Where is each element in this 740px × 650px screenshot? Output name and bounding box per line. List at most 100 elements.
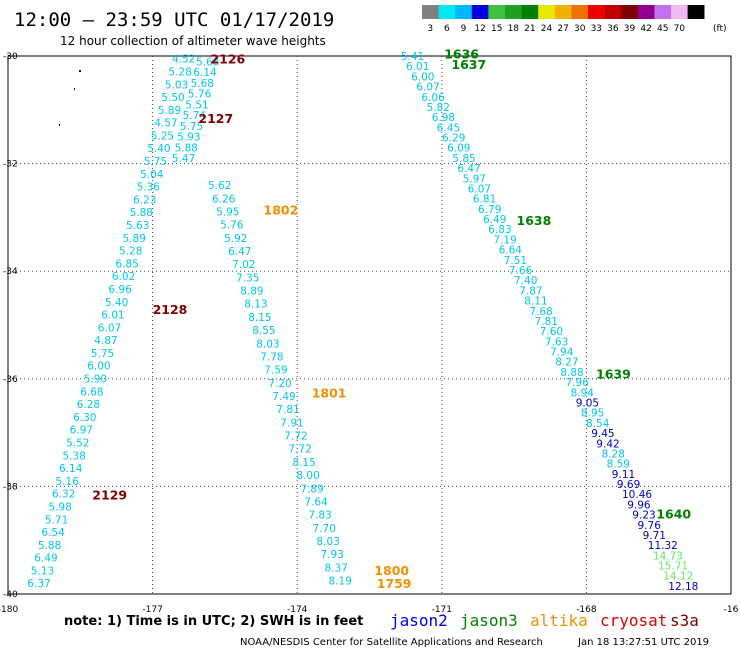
wave-height-value: 6.32: [52, 489, 75, 501]
wave-height-value: 7.89: [300, 483, 323, 495]
color-bin-label: 18: [508, 24, 520, 34]
wave-height-value: 6.02: [112, 271, 135, 283]
color-swatch: [422, 5, 439, 19]
longitude-tick-label: -168: [576, 605, 597, 615]
wave-height-value: 7.81: [276, 404, 299, 416]
wave-height-value: 5.89: [123, 233, 146, 245]
wave-height-value: 7.96: [566, 377, 590, 389]
color-scale-legend: 3 6 9 12 15 18 21 24 27 30 33 36 39 42 45 70 (ft): [422, 5, 727, 34]
wave-height-value: 8.54: [586, 418, 610, 430]
wave-height-value: 7.20: [268, 378, 291, 390]
wave-height-value: 8.27: [555, 357, 578, 369]
pass-time-label: 1800: [374, 563, 409, 578]
wave-height-value: 5.71: [45, 514, 68, 526]
wave-height-value: 5.74: [183, 110, 207, 122]
color-swatch: [538, 5, 556, 19]
wave-height-value: 6.23: [133, 194, 156, 206]
wave-height-value: 5.75: [180, 121, 203, 133]
latitude-tick-label: -34: [3, 267, 18, 277]
wave-height-value: 5.28: [168, 67, 191, 79]
wave-height-value: 5.40: [105, 297, 128, 309]
wave-height-value: 7.81: [535, 316, 558, 328]
wave-height-value: 8.59: [607, 459, 630, 471]
wave-height-value: 6.79: [478, 204, 501, 216]
satellite-legend-jason2: jason2: [390, 611, 448, 630]
color-swatch: [604, 5, 622, 19]
wave-height-value: 7.72: [284, 431, 307, 443]
pass-time-label: 1639: [596, 366, 631, 381]
wave-height-value: 6.81: [473, 194, 496, 206]
color-scale-unit: (ft): [713, 24, 727, 34]
pass-time-label: 2128: [153, 302, 188, 317]
wave-height-value: 5.16: [56, 476, 80, 488]
wave-height-value: 6.85: [116, 258, 139, 270]
stray-mark: [59, 124, 60, 126]
wave-height-value: 6.64: [499, 245, 523, 257]
latitude-axis: -30 -32 -34 -36 -38 -40: [3, 52, 18, 600]
wave-height-value: 5.92: [224, 233, 247, 245]
color-swatch: [438, 5, 456, 19]
latitude-tick-label: -40: [3, 590, 18, 600]
wave-height-value: 7.91: [280, 417, 303, 429]
wave-height-value: 9.76: [638, 520, 662, 532]
wave-height-value: 7.68: [529, 306, 552, 318]
wave-height-value: 7.35: [236, 272, 259, 284]
wave-height-value: 5.88: [175, 143, 198, 155]
wave-height-value: 6.00: [87, 361, 110, 373]
wave-height-value: 7.83: [308, 510, 331, 522]
wave-height-value: 6.97: [70, 425, 93, 437]
wave-height-value: 6.07: [98, 322, 121, 334]
color-bin-label: 12: [474, 24, 485, 34]
wave-height-value: 7.59: [264, 365, 287, 377]
wave-height-value: 6.09: [447, 143, 470, 155]
wave-height-value: 8.28: [602, 448, 625, 460]
longitude-tick-label: -177: [142, 605, 162, 615]
wave-height-value: 5.62: [208, 180, 231, 192]
footer-credit: NOAA/NESDIS Center for Satellite Applica…: [240, 637, 543, 648]
wave-height-value: 4.57: [154, 118, 177, 130]
wave-height-value: 5.68: [191, 78, 214, 90]
satellite-legend-s3a: s3a: [670, 611, 699, 630]
wave-height-value: 7.93: [321, 549, 344, 561]
wave-height-value: 6.28: [77, 399, 100, 411]
wave-height-value: 7.63: [545, 336, 568, 348]
wave-height-value: 6.83: [488, 224, 511, 236]
wave-height-value: 5.25: [151, 131, 174, 143]
wave-height-value: 11.32: [648, 540, 678, 552]
longitude-tick-label: -180: [0, 605, 18, 615]
pass-time-label: 2126: [210, 52, 245, 67]
longitude-tick-label: -171: [432, 605, 452, 615]
color-swatch: [654, 5, 672, 19]
wave-height-value: 9.05: [576, 398, 599, 410]
wave-height-value: 9.71: [643, 530, 666, 542]
color-swatch: [471, 5, 489, 19]
color-swatch: [554, 5, 572, 19]
map-title: 12:00 – 23:59 UTC 01/17/2019: [14, 9, 334, 31]
wave-height-value: 5.93: [177, 132, 200, 144]
stray-mark: [79, 70, 81, 72]
stray-mark: [74, 88, 75, 90]
color-bin-label: 70: [674, 24, 686, 34]
wave-height-value: 6.01: [101, 310, 124, 322]
longitude-tick-label: -16: [724, 605, 739, 615]
latitude-tick-label: -32: [3, 160, 18, 170]
color-swatch: [505, 5, 522, 19]
color-swatch: [671, 5, 688, 19]
wave-height-value: 5.04: [140, 169, 164, 181]
plot-frame: [7, 55, 732, 595]
color-bin-label: 33: [591, 24, 602, 34]
wave-height-value: 8.89: [240, 286, 263, 298]
wave-height-value: 7.66: [509, 265, 533, 277]
footer-timestamp: Jan 18 13:27:51 UTC 2019: [577, 637, 709, 648]
color-bin-label: 42: [640, 24, 651, 34]
color-bin-label: 45: [657, 24, 668, 34]
pass-time-label: 1759: [377, 576, 412, 591]
wave-height-value: 4.87: [94, 335, 117, 347]
graticule-grid: [8, 56, 731, 594]
wave-height-value: 9.69: [617, 479, 640, 491]
wave-height-value: 7.40: [514, 275, 537, 287]
wave-height-value: 6.49: [483, 214, 506, 226]
